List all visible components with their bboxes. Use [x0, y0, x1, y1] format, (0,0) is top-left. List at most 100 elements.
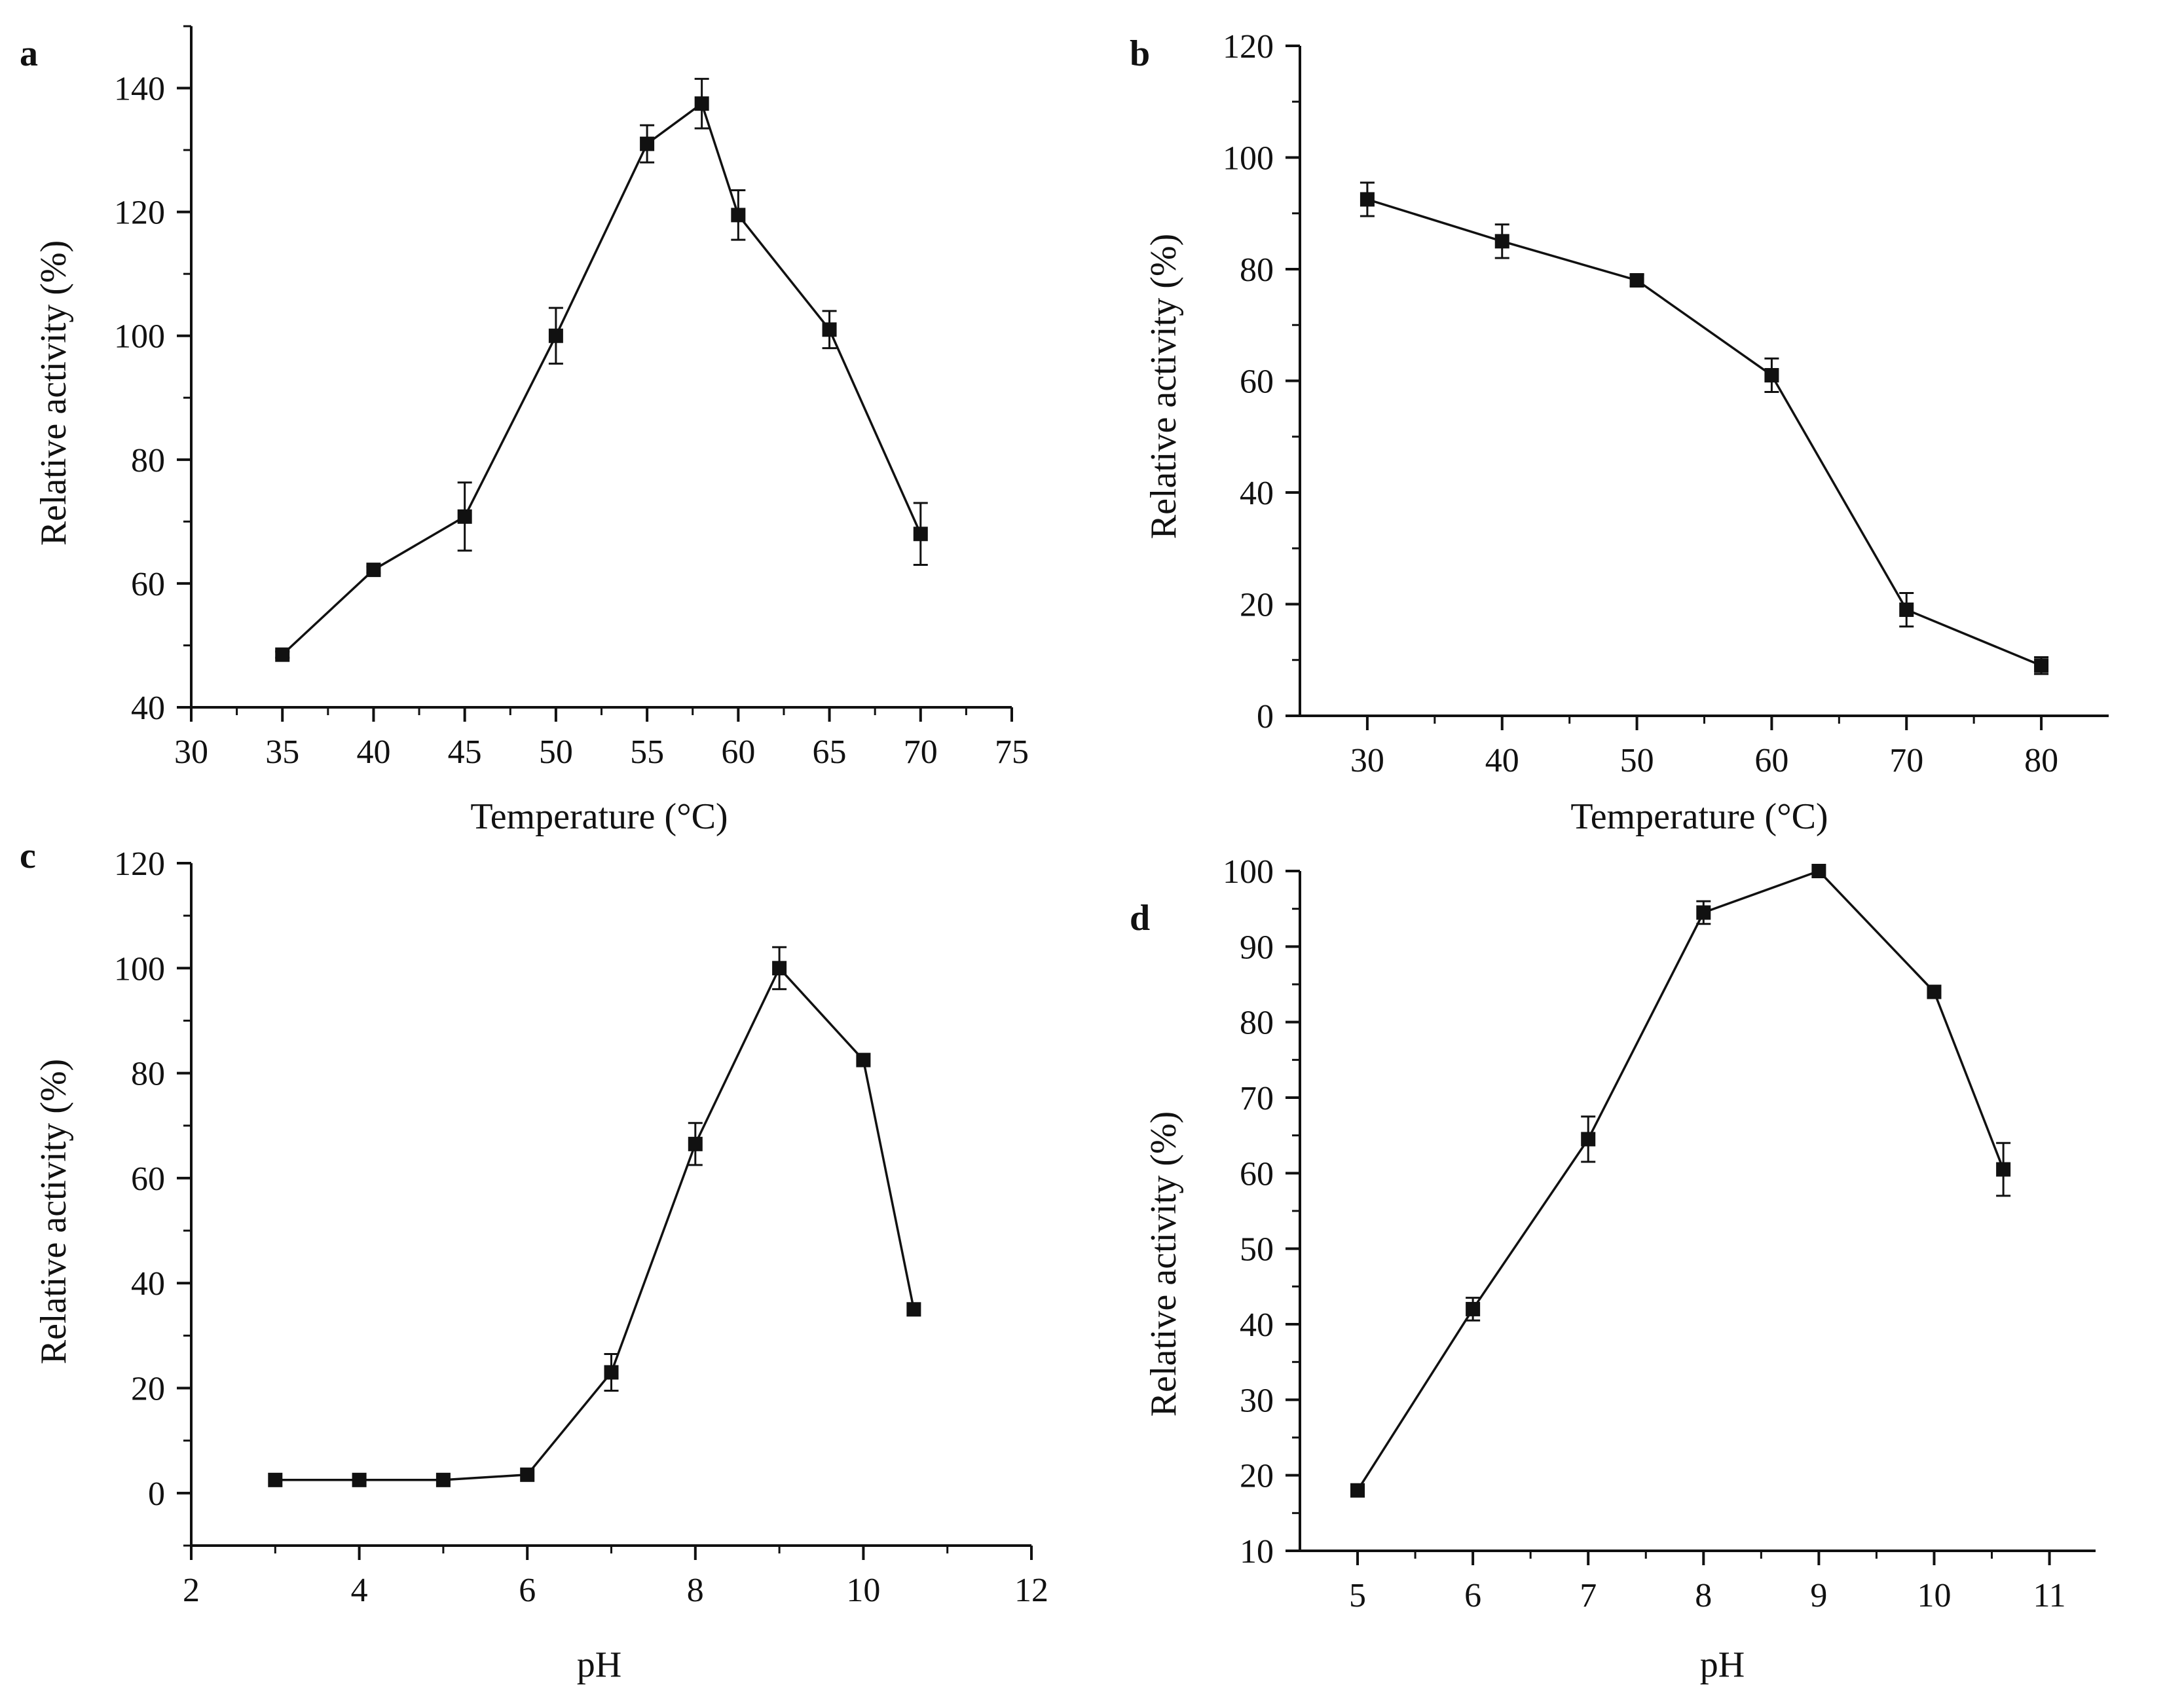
x-tick-label: 12 [1014, 1572, 1048, 1609]
y-tick-label: 20 [1240, 587, 1274, 624]
data-point [1350, 1483, 1365, 1498]
x-tick-label: 40 [1485, 742, 1519, 779]
data-marks [275, 77, 928, 662]
x-tick-label: 4 [351, 1572, 368, 1609]
y-tick-label: 20 [1240, 1458, 1274, 1495]
y-tick-label: 80 [131, 442, 165, 479]
y-tick-label: 0 [148, 1476, 165, 1513]
chart-panel-a: a 30 35 40 45 50 55 60 65 70 75 40 60 80 100 120 140 Te… [20, 25, 1029, 837]
x-tick-label: 80 [2024, 742, 2058, 779]
y-tick-label: 40 [131, 1265, 165, 1303]
x-tick-label: 60 [721, 733, 755, 771]
data-point [1581, 1132, 1596, 1147]
x-tick-label: 55 [630, 733, 664, 771]
data-point [604, 1365, 619, 1380]
data-point [1494, 234, 1509, 249]
y-axis-title: Relative activity (%) [1143, 234, 1184, 539]
data-point [520, 1467, 535, 1482]
y-tick-label: 90 [1240, 929, 1274, 966]
data-point [822, 322, 837, 337]
y-tick-label: 0 [1257, 698, 1274, 735]
y-tick-label: 120 [114, 845, 165, 883]
data-point [2034, 658, 2049, 673]
x-tick-label: 10 [1917, 1577, 1951, 1614]
y-tick-label: 100 [1223, 140, 1274, 177]
data-point [1811, 864, 1826, 878]
x-axis-title: pH [577, 1644, 621, 1685]
data-point [772, 961, 787, 976]
data-point [688, 1136, 703, 1151]
y-tick-label: 60 [131, 566, 165, 603]
x-tick-label: 9 [1810, 1577, 1827, 1614]
x-tick-label: 2 [183, 1572, 200, 1609]
y-tick-label: 80 [1240, 251, 1274, 289]
y-tick-label: 100 [114, 318, 165, 356]
axes [190, 26, 1012, 709]
x-tick-label: 11 [2033, 1577, 2066, 1614]
axes [190, 863, 1031, 1547]
data-point [275, 647, 290, 662]
x-tick-label: 6 [519, 1572, 536, 1609]
x-tick-label: 8 [1695, 1577, 1712, 1614]
x-tick-label: 60 [1754, 742, 1788, 779]
series-line [275, 966, 916, 1481]
x-tick-label: 40 [356, 733, 390, 771]
x-tick-label: 70 [904, 733, 938, 771]
x-axis-title: Temperature (°C) [1570, 796, 1828, 837]
data-point [640, 136, 655, 151]
y-tick-label: 10 [1240, 1533, 1274, 1570]
y-tick-label: 100 [1223, 853, 1274, 891]
x-tick-label: 70 [1889, 742, 1923, 779]
data-point [268, 1472, 283, 1487]
data-point [1927, 984, 1942, 999]
data-point [694, 96, 709, 111]
data-point [457, 509, 472, 524]
y-tick-label: 60 [1240, 363, 1274, 401]
panel-letter: c [20, 836, 36, 876]
x-tick-label: 50 [1620, 742, 1654, 779]
axes [1299, 871, 2096, 1552]
chart-panel-d: d 5 6 7 8 9 10 11 10 20 30 40 50 60 70 80 90 100 pH Rela… [1130, 853, 2096, 1685]
x-tick-label: 8 [687, 1572, 704, 1609]
x-tick-label: 75 [995, 733, 1029, 771]
y-tick-label: 100 [114, 950, 165, 988]
y-tick-label: 120 [1223, 28, 1274, 65]
y-tick-label: 40 [131, 690, 165, 727]
data-point [548, 328, 563, 343]
data-point [1899, 603, 1914, 618]
y-tick-label: 40 [1240, 475, 1274, 512]
series-line [1367, 198, 2042, 667]
data-point [366, 563, 381, 578]
x-tick-label: 50 [539, 733, 573, 771]
data-point [1629, 273, 1644, 288]
y-tick-label: 80 [1240, 1005, 1274, 1042]
x-tick-label: 65 [813, 733, 847, 771]
data-point [1466, 1301, 1481, 1316]
data-marks [268, 946, 921, 1487]
y-axis-title: Relative activity (%) [33, 240, 74, 546]
y-tick-label: 120 [114, 195, 165, 232]
data-point [1360, 192, 1375, 207]
ticks: 5 6 7 8 9 10 11 10 20 30 40 50 60 70 80 90 100 [1223, 853, 2066, 1614]
data-point [435, 1472, 451, 1487]
data-point [913, 527, 928, 542]
x-axis-title: pH [1700, 1644, 1745, 1685]
y-tick-label: 70 [1240, 1080, 1274, 1117]
x-axis-title: Temperature (°C) [470, 796, 728, 837]
data-point [731, 208, 746, 223]
panel-letter: d [1130, 898, 1150, 938]
y-tick-label: 60 [131, 1160, 165, 1198]
y-tick-label: 40 [1240, 1307, 1274, 1344]
data-marks [1350, 864, 2011, 1498]
x-tick-label: 7 [1580, 1577, 1597, 1614]
axes [1299, 46, 2109, 717]
data-point [1996, 1162, 2011, 1177]
data-point [1764, 367, 1779, 382]
ticks: 30 35 40 45 50 55 60 65 70 75 40 60 80 100 120 140 [114, 25, 1029, 771]
x-tick-label: 10 [846, 1572, 880, 1609]
data-point [1696, 905, 1711, 920]
panel-letter: b [1130, 33, 1150, 74]
x-tick-label: 45 [448, 733, 482, 771]
